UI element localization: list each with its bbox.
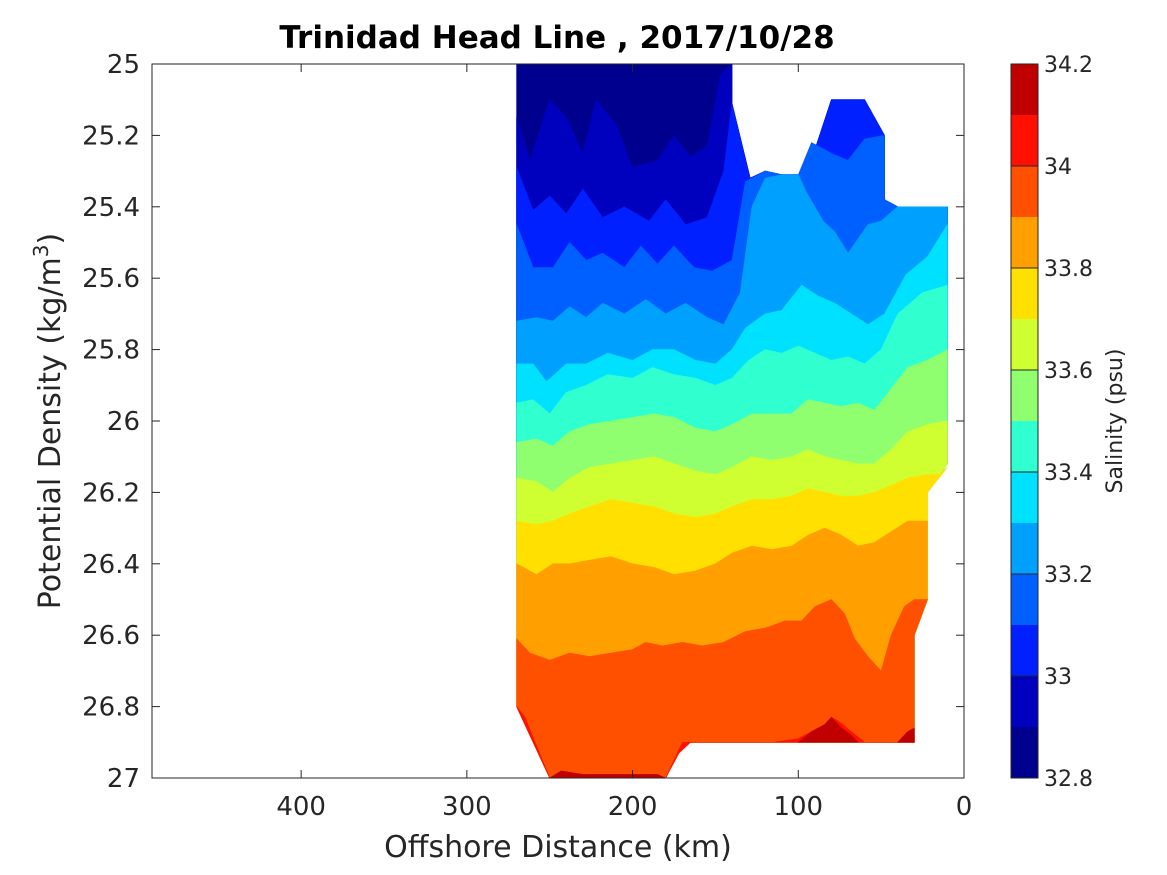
colorbar-swatch xyxy=(1011,727,1038,778)
colorbar-swatch xyxy=(1011,472,1038,523)
y-tick-label: 25.2 xyxy=(82,121,140,151)
plot-area xyxy=(151,63,965,779)
colorbar-swatch xyxy=(1011,625,1038,676)
x-tick-label: 300 xyxy=(442,792,492,822)
colorbar-swatch xyxy=(1011,421,1038,472)
x-tick-label: 200 xyxy=(608,792,658,822)
colorbar-swatch xyxy=(1011,166,1038,217)
contour-patch xyxy=(897,727,915,743)
y-tick-label: 25.4 xyxy=(82,193,140,223)
colorbar-tick-label: 33.2 xyxy=(1044,563,1093,588)
y-tick-label: 26.8 xyxy=(82,693,140,723)
colorbar-swatch xyxy=(1011,217,1038,268)
x-tick-label: 100 xyxy=(773,792,823,822)
colorbar-tick-label: 34.2 xyxy=(1044,53,1093,78)
y-tick-label: 25.6 xyxy=(82,264,140,294)
chart-title: Trinidad Head Line , 2017/10/28 xyxy=(279,20,834,56)
colorbar-swatch xyxy=(1011,523,1038,574)
y-tick-label: 26 xyxy=(107,407,140,437)
colorbar-label: Salinity (psu) xyxy=(1103,349,1128,494)
y-tick-label: 25.8 xyxy=(82,336,140,366)
x-tick-label: 400 xyxy=(276,792,326,822)
colorbar-frame xyxy=(1010,63,1039,779)
x-axis-label: Offshore Distance (km) xyxy=(384,830,732,865)
colorbar-tick-label: 33.6 xyxy=(1044,359,1093,384)
x-axis: 400 300 200 100 0 xyxy=(276,64,972,822)
contour-band xyxy=(549,770,666,778)
colorbar-tick-label: 33 xyxy=(1044,665,1072,690)
y-tick-label: 26.4 xyxy=(82,550,140,580)
y-axis: 25 25.2 25.4 25.6 25.8 26 26.2 26.4 26.6 26.8 27 xyxy=(82,50,964,794)
colorbar: 32.8 33 33.2 33.4 33.6 33.8 34 34.2 xyxy=(1010,53,1093,792)
y-axis-label-superscript: 3 xyxy=(29,244,53,257)
colorbar-tick-label: 33.8 xyxy=(1044,257,1093,282)
y-tick-label: 27 xyxy=(107,764,140,794)
colorbar-swatch xyxy=(1011,370,1038,421)
y-tick-label: 25 xyxy=(107,50,140,80)
colorbar-swatch xyxy=(1011,115,1038,166)
colorbar-swatch xyxy=(1011,268,1038,319)
y-tick-label: 26.6 xyxy=(82,621,140,651)
colorbar-swatch xyxy=(1011,676,1038,727)
contour-patch xyxy=(797,716,859,743)
colorbar-swatch xyxy=(1011,319,1038,370)
y-tick-label: 26.2 xyxy=(82,478,140,508)
y-axis-label: Potential Density (kg/m3) xyxy=(29,233,68,609)
colorbar-tick-label: 33.4 xyxy=(1044,461,1093,486)
x-tick-label: 0 xyxy=(956,792,973,822)
contour-bands xyxy=(516,64,948,778)
colorbar-tick-label: 34 xyxy=(1044,155,1072,180)
colorbar-tick-label: 32.8 xyxy=(1044,767,1093,792)
colorbar-swatch xyxy=(1011,574,1038,625)
colorbar-swatch xyxy=(1011,64,1038,115)
